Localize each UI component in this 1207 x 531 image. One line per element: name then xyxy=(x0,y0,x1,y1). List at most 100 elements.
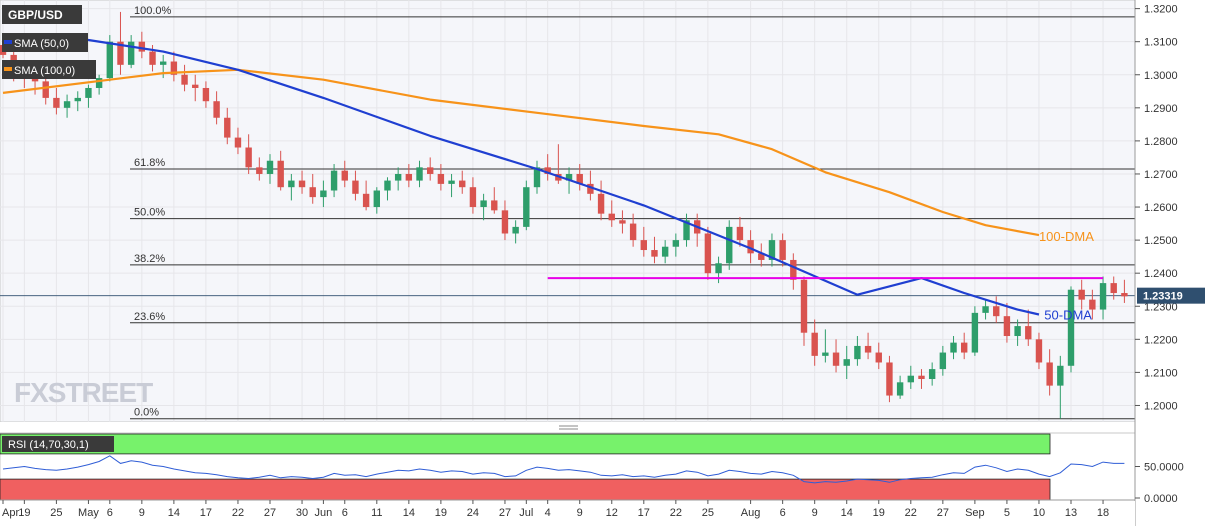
sma50-line xyxy=(2,37,1040,316)
price-tick-label: 1.3000 xyxy=(1144,70,1178,82)
date-tick-label: 6 xyxy=(780,507,786,519)
candle-body xyxy=(416,167,423,181)
candle-body xyxy=(74,97,81,102)
rsi-line xyxy=(2,455,1125,484)
candle-body xyxy=(811,332,818,356)
sma100-legend-label: SMA (100,0) xyxy=(14,65,75,77)
sma50-legend-box xyxy=(2,33,88,52)
price-tick-label: 1.2900 xyxy=(1144,103,1178,115)
price-tick-label: 1.3200 xyxy=(1144,4,1178,16)
rsi-tick-label: 0.0000 xyxy=(1144,493,1178,505)
candle-body xyxy=(961,342,968,353)
candle-body xyxy=(42,81,49,98)
candle-body xyxy=(672,240,680,247)
candle-body xyxy=(523,187,530,227)
candle-body xyxy=(1067,289,1075,366)
current-price-label: 1.23319 xyxy=(1143,291,1183,303)
sma50-legend-swatch xyxy=(4,40,12,44)
date-tick-label: 4 xyxy=(545,507,551,519)
candle-body xyxy=(234,137,242,148)
date-tick-label: May xyxy=(78,507,99,519)
date-tick-label: 22 xyxy=(670,507,682,519)
candle-body xyxy=(149,51,156,65)
fib-level-label: 50.0% xyxy=(134,207,165,219)
fib-level-label: 0.0% xyxy=(134,407,159,419)
candle-body xyxy=(266,160,274,174)
date-tick-label: Jul xyxy=(519,507,533,519)
price-tick-label: 1.2100 xyxy=(1144,367,1178,379)
candle-body xyxy=(1121,293,1128,297)
candle-body xyxy=(939,352,947,370)
candle-body xyxy=(864,345,872,353)
date-tick-label: 22 xyxy=(232,507,244,519)
candle-body xyxy=(950,342,957,353)
candle-body xyxy=(1014,326,1021,337)
candle-body xyxy=(1110,283,1117,294)
candle-body xyxy=(256,167,263,174)
price-tick-label: 1.2700 xyxy=(1144,169,1178,181)
candle-body xyxy=(661,246,669,257)
candle-body xyxy=(886,362,893,396)
candle-body xyxy=(758,253,765,260)
date-tick-label: 19 xyxy=(18,507,30,519)
candle-body xyxy=(309,187,316,198)
date-tick-label: 18 xyxy=(1097,507,1109,519)
date-tick-label: 6 xyxy=(107,507,113,519)
candle-body xyxy=(1025,326,1032,340)
candle-body xyxy=(832,352,840,366)
date-tick-label: 14 xyxy=(403,507,415,519)
candle-body xyxy=(843,359,850,366)
date-tick-label: 6 xyxy=(342,507,348,519)
candle-body xyxy=(854,345,861,360)
candle-body xyxy=(822,352,829,356)
candle-body xyxy=(394,173,402,181)
candle-body xyxy=(469,187,477,208)
candle-body xyxy=(629,223,637,241)
candle-body xyxy=(800,279,808,333)
date-tick-label: 10 xyxy=(1033,507,1045,519)
date-tick-label: Sep xyxy=(965,507,985,519)
candle-body xyxy=(726,226,733,264)
price-tick-label: 1.2200 xyxy=(1144,334,1178,346)
date-tick-label: 25 xyxy=(50,507,62,519)
candle-body xyxy=(544,167,551,174)
candle-body xyxy=(245,147,252,168)
candle-body xyxy=(480,200,487,208)
fib-level-label: 38.2% xyxy=(134,253,165,265)
date-tick-label: 17 xyxy=(200,507,212,519)
candle-body xyxy=(982,306,989,313)
price-tick-label: 1.2500 xyxy=(1144,235,1178,247)
date-tick-label: 19 xyxy=(435,507,447,519)
candle-body xyxy=(993,306,1000,317)
price-tick-label: 1.2800 xyxy=(1144,136,1178,148)
sma50-legend-label: SMA (50,0) xyxy=(14,38,69,50)
candle-body xyxy=(373,190,380,208)
candle-body xyxy=(875,352,882,363)
candle-body xyxy=(427,167,434,174)
pane-separator xyxy=(0,422,1135,433)
rsi-oversold-zone xyxy=(0,478,1051,501)
fib-level-label: 23.6% xyxy=(134,311,165,323)
date-tick-label: 13 xyxy=(1065,507,1077,519)
candle-body xyxy=(31,78,39,82)
candle-body xyxy=(597,193,605,214)
candle-body xyxy=(202,87,210,102)
candle-body xyxy=(459,180,466,188)
price-tick-label: 1.2000 xyxy=(1144,400,1178,412)
candle-body xyxy=(117,41,124,65)
date-tick-label: Apr xyxy=(2,507,19,519)
date-tick-label: 5 xyxy=(1004,507,1010,519)
price-tick-label: 1.2300 xyxy=(1144,301,1178,313)
price-axis-background xyxy=(1135,0,1207,526)
date-tick-label: 30 xyxy=(296,507,308,519)
candle-body xyxy=(298,180,306,188)
candle-body xyxy=(491,200,498,211)
candle-body xyxy=(192,84,199,88)
candle-body xyxy=(106,41,113,79)
date-tick-label: 17 xyxy=(638,507,650,519)
candle-body xyxy=(63,101,71,108)
annotation-100dma: 100-DMA xyxy=(1039,229,1094,244)
candle-body xyxy=(608,213,615,221)
